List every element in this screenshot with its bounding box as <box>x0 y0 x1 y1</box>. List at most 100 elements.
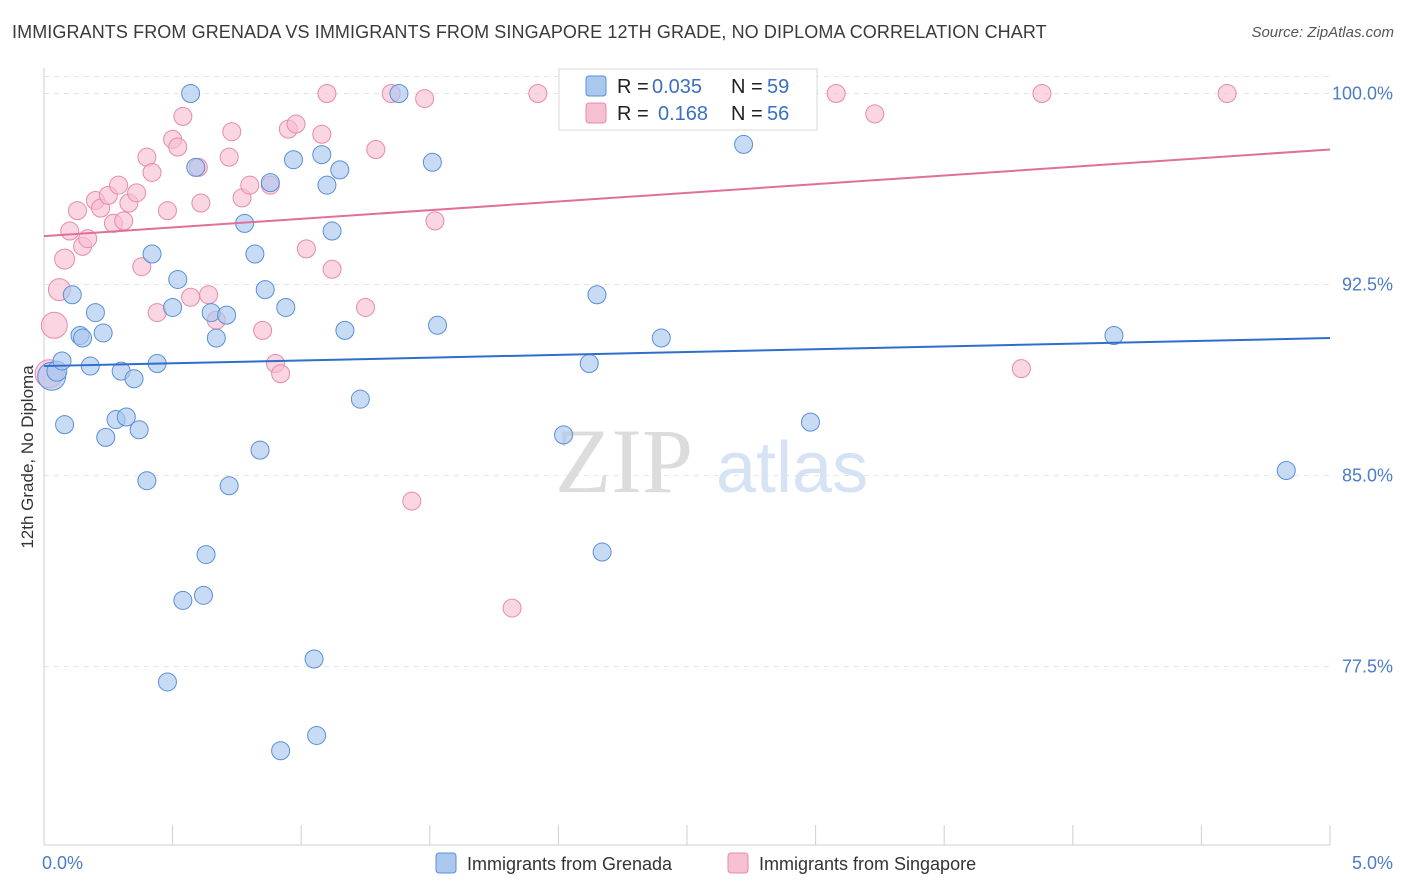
bottom-legend-swatch-grenada <box>435 852 457 874</box>
grenada-point <box>85 303 105 323</box>
grenada-point <box>304 649 324 669</box>
grenada-point <box>116 407 136 427</box>
grenada-point <box>245 244 265 264</box>
grenada-point <box>389 83 409 103</box>
grenada-point <box>312 145 332 165</box>
grenada-point <box>217 305 237 325</box>
y-tick-labels: 77.5% 85.0% 92.5% 100.0% <box>1332 83 1393 676</box>
singapore-point <box>402 491 422 511</box>
legend-n-value-singapore: 56 <box>767 103 789 125</box>
grenada-point <box>173 590 193 610</box>
source-credit: Source: ZipAtlas.com <box>1251 24 1394 41</box>
singapore-point <box>366 140 386 160</box>
singapore-point <box>240 175 260 195</box>
singapore-point <box>181 287 201 307</box>
x-tick-label-min: 0.0% <box>42 853 83 873</box>
singapore-point <box>132 257 152 277</box>
singapore-point <box>142 162 162 182</box>
singapore-point <box>54 248 76 270</box>
legend-r-value-singapore: 0.168 <box>658 103 708 125</box>
grenada-point <box>168 269 188 289</box>
singapore-point <box>286 114 306 134</box>
legend-r-label-singapore: R = <box>617 103 649 125</box>
singapore-point <box>826 83 846 103</box>
singapore-point <box>114 211 134 231</box>
singapore-point <box>502 598 522 618</box>
singapore-point <box>67 201 87 221</box>
grenada-point <box>163 297 183 317</box>
grenada-point <box>335 320 355 340</box>
series-legend: Immigrants from Grenada Immigrants from … <box>435 852 976 874</box>
y-tick-label: 77.5% <box>1342 657 1393 677</box>
watermark-atlas: atlas <box>716 428 868 508</box>
bottom-legend-label-grenada: Immigrants from Grenada <box>467 854 673 874</box>
legend-r-label-grenada: R = <box>617 76 649 98</box>
grenada-point <box>322 221 342 241</box>
legend-swatch-grenada <box>585 75 607 97</box>
grenada-point <box>271 741 291 761</box>
singapore-point <box>425 211 445 231</box>
grenada-point <box>219 476 239 496</box>
grenada-point <box>800 412 820 432</box>
stats-legend: R = 0.035 N = 59 R = 0.168 N = 56 <box>558 68 818 131</box>
singapore-point <box>60 221 80 241</box>
legend-swatch-singapore <box>585 102 607 124</box>
chart-title: IMMIGRANTS FROM GRENADA VS IMMIGRANTS FR… <box>12 22 1047 42</box>
singapore-point <box>191 193 211 213</box>
grenada-point <box>255 280 275 300</box>
singapore-point <box>865 104 885 124</box>
grenada-point <box>579 354 599 374</box>
grid-lines <box>44 75 1330 668</box>
singapore-point <box>173 106 193 126</box>
legend-n-label-grenada: N = <box>731 76 763 98</box>
grenada-point <box>93 323 113 343</box>
singapore-point <box>222 122 242 142</box>
singapore-point <box>296 239 316 259</box>
grenada-point <box>206 328 226 348</box>
grenada-point <box>1276 461 1296 481</box>
singapore-point <box>1011 359 1031 379</box>
legend-r-value-grenada: 0.035 <box>652 76 702 98</box>
singapore-point <box>109 175 129 195</box>
singapore-point <box>271 364 291 384</box>
bottom-legend-label-singapore: Immigrants from Singapore <box>759 854 976 874</box>
singapore-point <box>312 124 332 144</box>
grenada-point <box>428 315 448 335</box>
x-tick-label-max: 5.0% <box>1352 853 1393 873</box>
grenada-point <box>307 725 327 745</box>
y-tick-label: 92.5% <box>1342 275 1393 295</box>
grenada-point <box>124 369 144 389</box>
grenada-point <box>96 427 116 447</box>
grenada-point <box>1104 325 1124 345</box>
grenada-point <box>330 160 350 180</box>
grenada-point <box>193 585 213 605</box>
grenada-point <box>52 351 72 371</box>
singapore-point <box>528 83 548 103</box>
x-tick-marks <box>43 825 1331 845</box>
legend-n-value-grenada: 59 <box>767 76 789 98</box>
singapore-point <box>168 137 188 157</box>
grenada-point <box>350 389 370 409</box>
grenada-point <box>592 542 612 562</box>
watermark: ZIP atlas <box>555 410 868 512</box>
grenada-point <box>181 83 201 103</box>
grenada-point <box>157 672 177 692</box>
bottom-legend-swatch-singapore <box>727 852 749 874</box>
grenada-point <box>137 471 157 491</box>
y-tick-label: 85.0% <box>1342 466 1393 486</box>
grenada-point <box>260 173 280 193</box>
grenada-point <box>62 285 82 305</box>
singapore-point <box>1217 83 1237 103</box>
grenada-point <box>283 150 303 170</box>
singapore-point <box>322 259 342 279</box>
grenada-point <box>422 152 442 172</box>
singapore-point <box>40 311 68 339</box>
series-grenada-points <box>37 83 1296 761</box>
grenada-point <box>186 157 206 177</box>
singapore-point <box>253 320 273 340</box>
trend-line-grenada <box>43 337 1331 368</box>
trend-lines <box>43 148 1331 368</box>
grenada-point <box>73 328 93 348</box>
y-axis-label: 12th Grade, No Diploma <box>18 365 37 549</box>
